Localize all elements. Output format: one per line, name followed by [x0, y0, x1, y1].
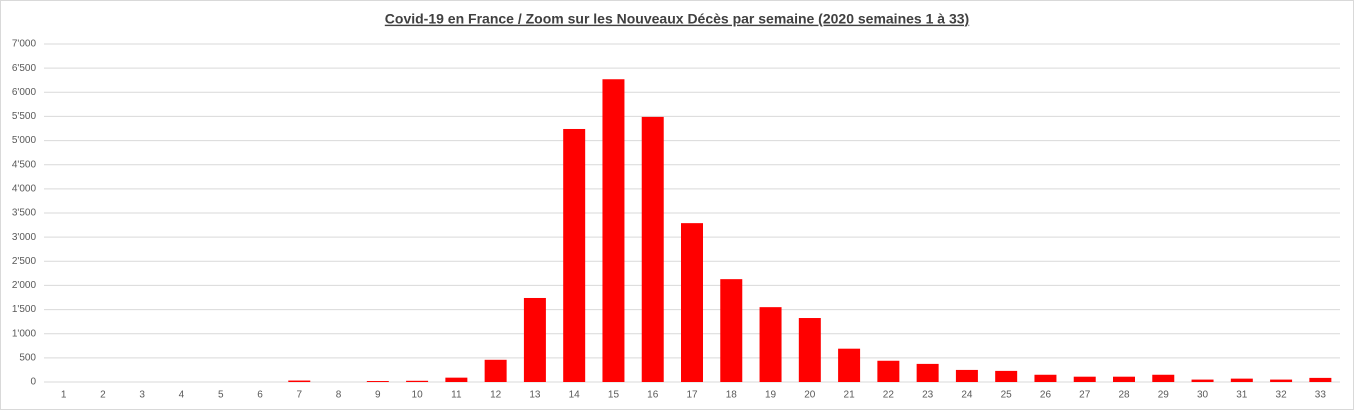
bar [563, 128, 586, 382]
x-tick-label: 31 [1236, 390, 1248, 401]
x-tick-label: 23 [922, 390, 934, 401]
bar [406, 380, 429, 382]
bar [366, 381, 389, 382]
bar [1191, 379, 1214, 382]
y-tick-label: 0 [30, 377, 36, 388]
y-tick-label: 4'500 [12, 159, 37, 170]
x-tick-label: 20 [804, 390, 816, 401]
x-tick-label: 9 [375, 390, 381, 401]
y-tick-label: 3'500 [12, 208, 37, 219]
chart-title: Covid-19 en France / Zoom sur les Nouvea… [385, 11, 969, 27]
x-tick-label: 3 [139, 390, 145, 401]
bar [641, 116, 664, 382]
bar [484, 359, 507, 382]
y-tick-label: 7'000 [12, 39, 37, 50]
bar [798, 318, 821, 382]
x-tick-label: 33 [1315, 390, 1327, 401]
bar [877, 360, 900, 382]
x-tick-label: 22 [883, 390, 895, 401]
x-tick-label: 17 [686, 390, 698, 401]
x-tick-label: 6 [257, 390, 263, 401]
y-tick-label: 5'000 [12, 135, 37, 146]
x-tick-label: 19 [765, 390, 777, 401]
bar [995, 370, 1018, 382]
x-tick-label: 4 [179, 390, 185, 401]
bar [955, 369, 978, 382]
bar [445, 377, 468, 382]
y-tick-label: 1'500 [12, 304, 37, 315]
x-tick-label: 11 [451, 390, 462, 401]
x-tick-label: 30 [1197, 390, 1209, 401]
x-tick-label: 14 [569, 390, 581, 401]
bar [916, 363, 939, 382]
x-tick-label: 10 [412, 390, 424, 401]
bar [288, 380, 311, 382]
x-tick-label: 25 [1001, 390, 1013, 401]
y-tick-label: 4'000 [12, 183, 37, 194]
x-tick-label: 2 [100, 390, 106, 401]
bar [838, 348, 861, 382]
bar [759, 307, 782, 382]
x-tick-label: 16 [647, 390, 659, 401]
bar [720, 279, 743, 382]
x-tick-label: 7 [296, 390, 302, 401]
bar [1073, 376, 1096, 382]
bar [1309, 377, 1332, 382]
bar [1034, 374, 1057, 382]
x-tick-label: 32 [1276, 390, 1288, 401]
x-tick-label: 27 [1079, 390, 1091, 401]
x-tick-label: 28 [1118, 390, 1130, 401]
x-tick-label: 15 [608, 390, 620, 401]
x-tick-label: 1 [61, 390, 67, 401]
x-tick-label: 5 [218, 390, 224, 401]
y-tick-label: 6'500 [12, 63, 37, 74]
x-tick-label: 18 [726, 390, 738, 401]
x-tick-label: 8 [336, 390, 342, 401]
x-tick-label: 13 [529, 390, 541, 401]
bar [1270, 379, 1293, 382]
y-tick-label: 6'000 [12, 87, 37, 98]
bar [1113, 376, 1135, 382]
y-tick-label: 5'500 [12, 111, 37, 122]
y-tick-label: 2'000 [12, 280, 37, 291]
bar [681, 223, 703, 382]
y-tick-label: 1'000 [12, 328, 37, 339]
y-tick-label: 500 [19, 352, 36, 363]
x-tick-label: 24 [961, 390, 973, 401]
x-tick-label: 26 [1040, 390, 1052, 401]
bar [523, 297, 546, 382]
bar [1152, 374, 1175, 382]
x-tick-label: 21 [844, 390, 856, 401]
y-tick-label: 3'000 [12, 232, 37, 243]
bar [1230, 378, 1253, 382]
x-tick-label: 12 [490, 390, 502, 401]
y-tick-label: 2'500 [12, 256, 37, 267]
x-tick-label: 29 [1158, 390, 1170, 401]
bar [602, 79, 625, 383]
